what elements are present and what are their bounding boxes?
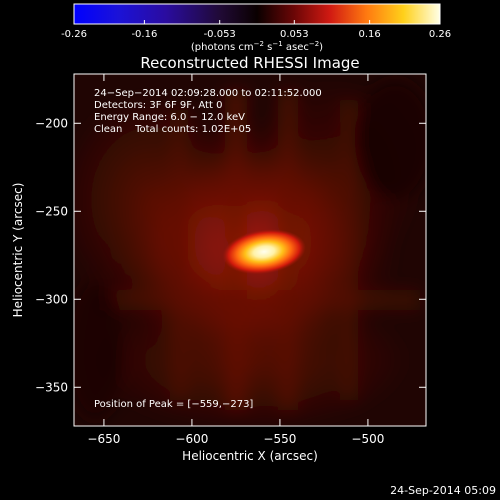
plot-frame — [73, 73, 427, 427]
y-tick-label: −200 — [35, 116, 68, 130]
colorbar-tick-label: -0.26 — [61, 29, 87, 40]
x-axis-label: Heliocentric X (arcsec) — [182, 449, 318, 463]
x-tick-label: −650 — [87, 432, 120, 446]
colorbar-tick-label: -0.16 — [131, 29, 157, 40]
solar-image — [74, 74, 426, 426]
info-time-range: 24−Sep−2014 02:09:28.000 to 02:11:52.000 — [94, 88, 322, 99]
timestamp: 24-Sep-2014 05:09 — [390, 484, 496, 497]
info-energy-range: Energy Range: 6.0 − 12.0 keV — [94, 112, 245, 123]
y-axis-ticks: −200 −250 −300 −350 — [35, 116, 426, 394]
plot-title: Reconstructed RHESSI Image — [140, 54, 359, 72]
y-axis-label: Heliocentric Y (arcsec) — [11, 183, 25, 318]
x-tick-label: −600 — [175, 432, 208, 446]
colorbar-ticks: -0.26 -0.16 -0.053 0.053 0.16 0.26 — [61, 20, 451, 40]
colorbar-tick-label: 0.053 — [280, 29, 309, 40]
observation-info: 24−Sep−2014 02:09:28.000 to 02:11:52.000… — [94, 88, 322, 135]
info-clean-counts: Clean Total counts: 1.02E+05 — [94, 124, 251, 135]
colorbar-tick-label: 0.26 — [429, 29, 451, 40]
x-axis-ticks: −650 −600 −550 −500 — [87, 74, 384, 446]
peak-position-label: Position of Peak = [−559,−273] — [94, 399, 253, 410]
x-tick-label: −500 — [351, 432, 384, 446]
y-tick-label: −350 — [35, 380, 68, 394]
colorbar: -0.26 -0.16 -0.053 0.053 0.16 0.26 (photons c… — [61, 3, 451, 53]
colorbar-gradient — [73, 3, 441, 25]
colorbar-tick-label: -0.053 — [204, 29, 236, 40]
y-tick-label: −300 — [35, 292, 68, 306]
y-tick-label: −250 — [35, 204, 68, 218]
colorbar-tick-label: 0.16 — [358, 29, 380, 40]
flare-peak — [222, 229, 306, 275]
colorbar-unit: (photons cm−2 s−1 asec−2) — [191, 40, 323, 53]
info-detectors: Detectors: 3F 6F 9F, Att 0 — [94, 100, 222, 111]
x-tick-label: −550 — [263, 432, 296, 446]
